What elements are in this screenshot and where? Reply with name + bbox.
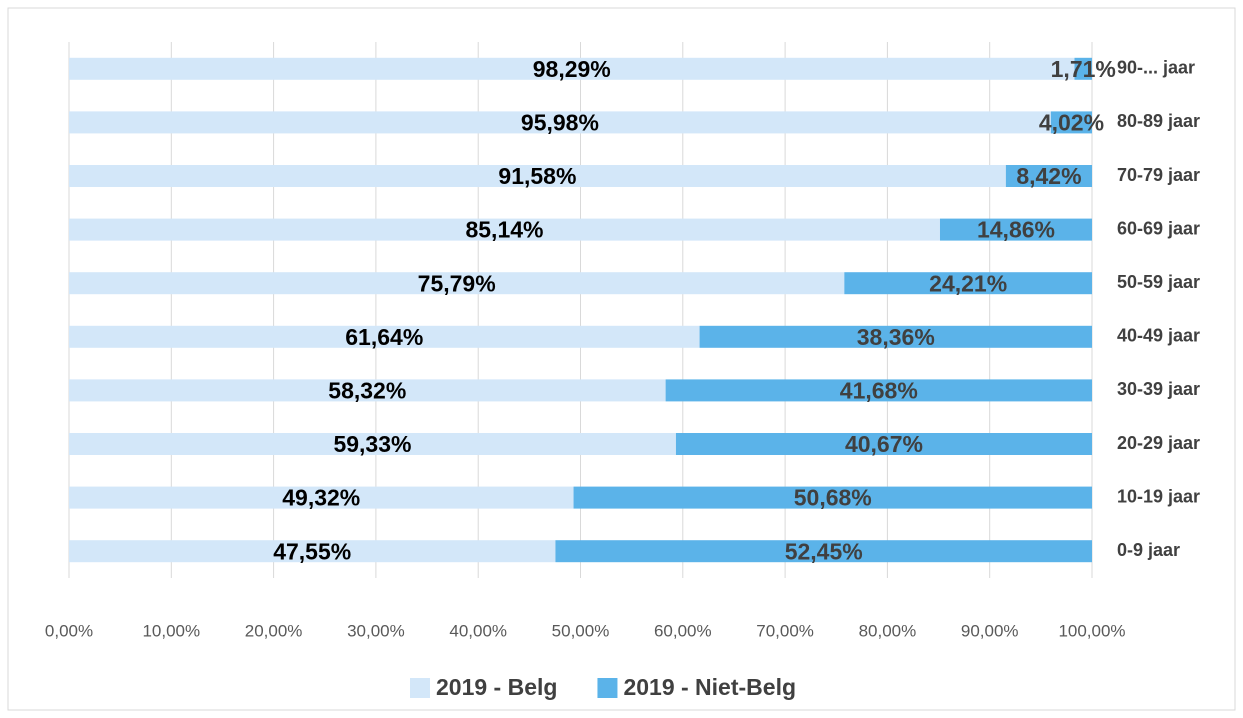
bar-segment bbox=[573, 486, 1092, 509]
x-tick-label: 70,00% bbox=[756, 621, 814, 640]
bar-segment bbox=[69, 540, 556, 563]
bar-segment bbox=[665, 379, 1092, 402]
data-label: 4,02% bbox=[1039, 109, 1104, 135]
category-label: 80-89 jaar bbox=[1117, 111, 1200, 131]
bar-segment bbox=[69, 272, 845, 295]
bar-segment bbox=[699, 325, 1092, 348]
category-label: 60-69 jaar bbox=[1117, 218, 1200, 238]
bar-segment bbox=[69, 379, 666, 402]
bar-segment bbox=[939, 218, 1092, 241]
data-label: 59,33% bbox=[333, 431, 411, 457]
legend-swatch bbox=[597, 678, 618, 698]
data-label: 98,29% bbox=[533, 56, 611, 82]
bar-segment bbox=[675, 433, 1092, 455]
legend-label: 2019 - Niet-Belg bbox=[623, 674, 796, 700]
data-label: 47,55% bbox=[273, 538, 351, 564]
bar-segment bbox=[1050, 111, 1092, 134]
category-label: 70-79 jaar bbox=[1117, 165, 1200, 185]
bar-segment bbox=[69, 486, 574, 509]
bar-segment bbox=[844, 272, 1092, 295]
x-tick-label: 20,00% bbox=[245, 621, 303, 640]
x-tick-label: 30,00% bbox=[347, 621, 405, 640]
bar-segment bbox=[69, 325, 700, 348]
x-tick-label: 60,00% bbox=[654, 621, 712, 640]
data-label: 50,68% bbox=[794, 485, 872, 511]
x-tick-label: 10,00% bbox=[142, 621, 200, 640]
bar-segment bbox=[555, 540, 1092, 563]
bar-segment bbox=[69, 218, 940, 241]
data-label: 58,32% bbox=[328, 377, 406, 403]
data-label: 41,68% bbox=[840, 377, 918, 403]
data-label: 38,36% bbox=[857, 324, 935, 350]
category-label: 10-19 jaar bbox=[1117, 486, 1200, 506]
data-label: 49,32% bbox=[282, 485, 360, 511]
x-tick-label: 90,00% bbox=[961, 621, 1019, 640]
data-label: 8,42% bbox=[1016, 163, 1081, 189]
data-label: 91,58% bbox=[498, 163, 576, 189]
data-label: 85,14% bbox=[465, 217, 543, 243]
category-label: 40-49 jaar bbox=[1117, 326, 1200, 346]
bar-segment bbox=[69, 165, 1006, 187]
x-tick-label: 100,00% bbox=[1058, 621, 1125, 640]
legend-label: 2019 - Belg bbox=[436, 674, 557, 700]
data-label: 40,67% bbox=[845, 431, 923, 457]
bar-segment bbox=[69, 433, 676, 455]
x-tick-label: 0,00% bbox=[45, 621, 93, 640]
x-tick-label: 40,00% bbox=[449, 621, 507, 640]
x-tick-label: 80,00% bbox=[859, 621, 917, 640]
category-label: 0-9 jaar bbox=[1117, 540, 1180, 560]
bar-segment bbox=[1074, 57, 1092, 80]
bar-segment bbox=[69, 57, 1075, 80]
data-label: 61,64% bbox=[345, 324, 423, 350]
data-label: 1,71% bbox=[1051, 56, 1116, 82]
x-tick-label: 50,00% bbox=[552, 621, 610, 640]
category-label: 90-... jaar bbox=[1117, 58, 1195, 78]
bar-segment bbox=[1005, 165, 1092, 187]
data-label: 52,45% bbox=[785, 538, 863, 564]
data-label: 14,86% bbox=[977, 217, 1055, 243]
legend-swatch bbox=[410, 678, 430, 698]
data-label: 75,79% bbox=[418, 270, 496, 296]
category-label: 20-29 jaar bbox=[1117, 433, 1200, 453]
category-label: 30-39 jaar bbox=[1117, 379, 1200, 399]
data-label: 95,98% bbox=[521, 109, 599, 135]
bar-segment bbox=[69, 111, 1051, 134]
data-label: 24,21% bbox=[929, 270, 1007, 296]
category-label: 50-59 jaar bbox=[1117, 272, 1200, 292]
